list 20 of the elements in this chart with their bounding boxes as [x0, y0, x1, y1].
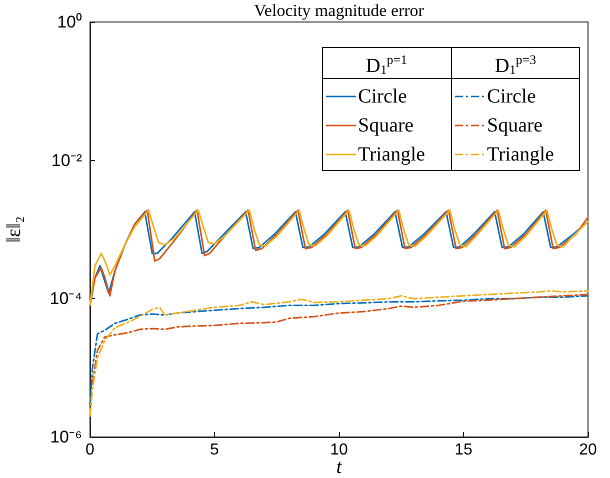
- legend-label: Triangle: [487, 144, 554, 166]
- x-axis-title: t: [336, 456, 342, 478]
- y-axis-title: ‖ε‖₂: [3, 216, 25, 243]
- legend-label: Triangle: [358, 144, 426, 166]
- y-tick-label: 10⁰: [57, 12, 82, 32]
- annotation: D1p=3: [494, 52, 536, 77]
- legend-label: Square: [358, 114, 414, 136]
- y-tick-label: 10⁻²: [51, 150, 82, 170]
- annotation: D1p=1: [366, 52, 408, 77]
- x-tick-label: 20: [579, 442, 597, 458]
- legend-label: Square: [487, 114, 543, 136]
- x-tick-label: 10: [330, 442, 348, 458]
- chart-title: Velocity magnitude error: [254, 1, 424, 20]
- y-tick-label: 10⁻⁶: [50, 428, 82, 446]
- x-tick-label: 5: [210, 442, 220, 458]
- y-tick-label: 10⁻⁴: [50, 289, 82, 308]
- legend-label: Circle: [487, 86, 536, 108]
- legend-label: Circle: [358, 86, 407, 108]
- x-tick-label: 15: [454, 442, 472, 458]
- x-tick-label: 0: [86, 442, 95, 458]
